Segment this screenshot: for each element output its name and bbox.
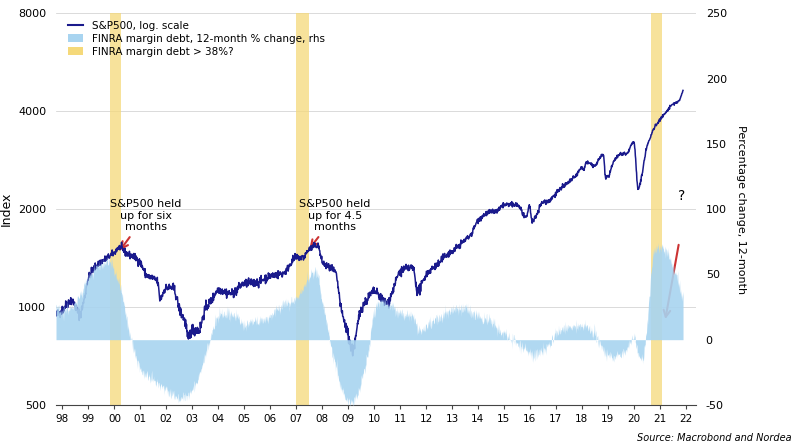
Text: S&P500 held
up for 4.5
months: S&P500 held up for 4.5 months (299, 199, 370, 247)
Legend: S&P500, log. scale, FINRA margin debt, 12-month % change, rhs, FINRA margin debt: S&P500, log. scale, FINRA margin debt, 1… (68, 20, 325, 57)
Text: Source: Macrobond and Nordea: Source: Macrobond and Nordea (638, 433, 792, 443)
Bar (296, 13, 309, 405)
Text: S&P500 held
up for six
months: S&P500 held up for six months (110, 199, 182, 248)
Bar (110, 13, 121, 405)
Bar (651, 13, 662, 405)
Y-axis label: Percentage change, 12-month: Percentage change, 12-month (736, 125, 746, 294)
Text: ?: ? (678, 189, 686, 202)
Y-axis label: Index: Index (0, 192, 13, 227)
